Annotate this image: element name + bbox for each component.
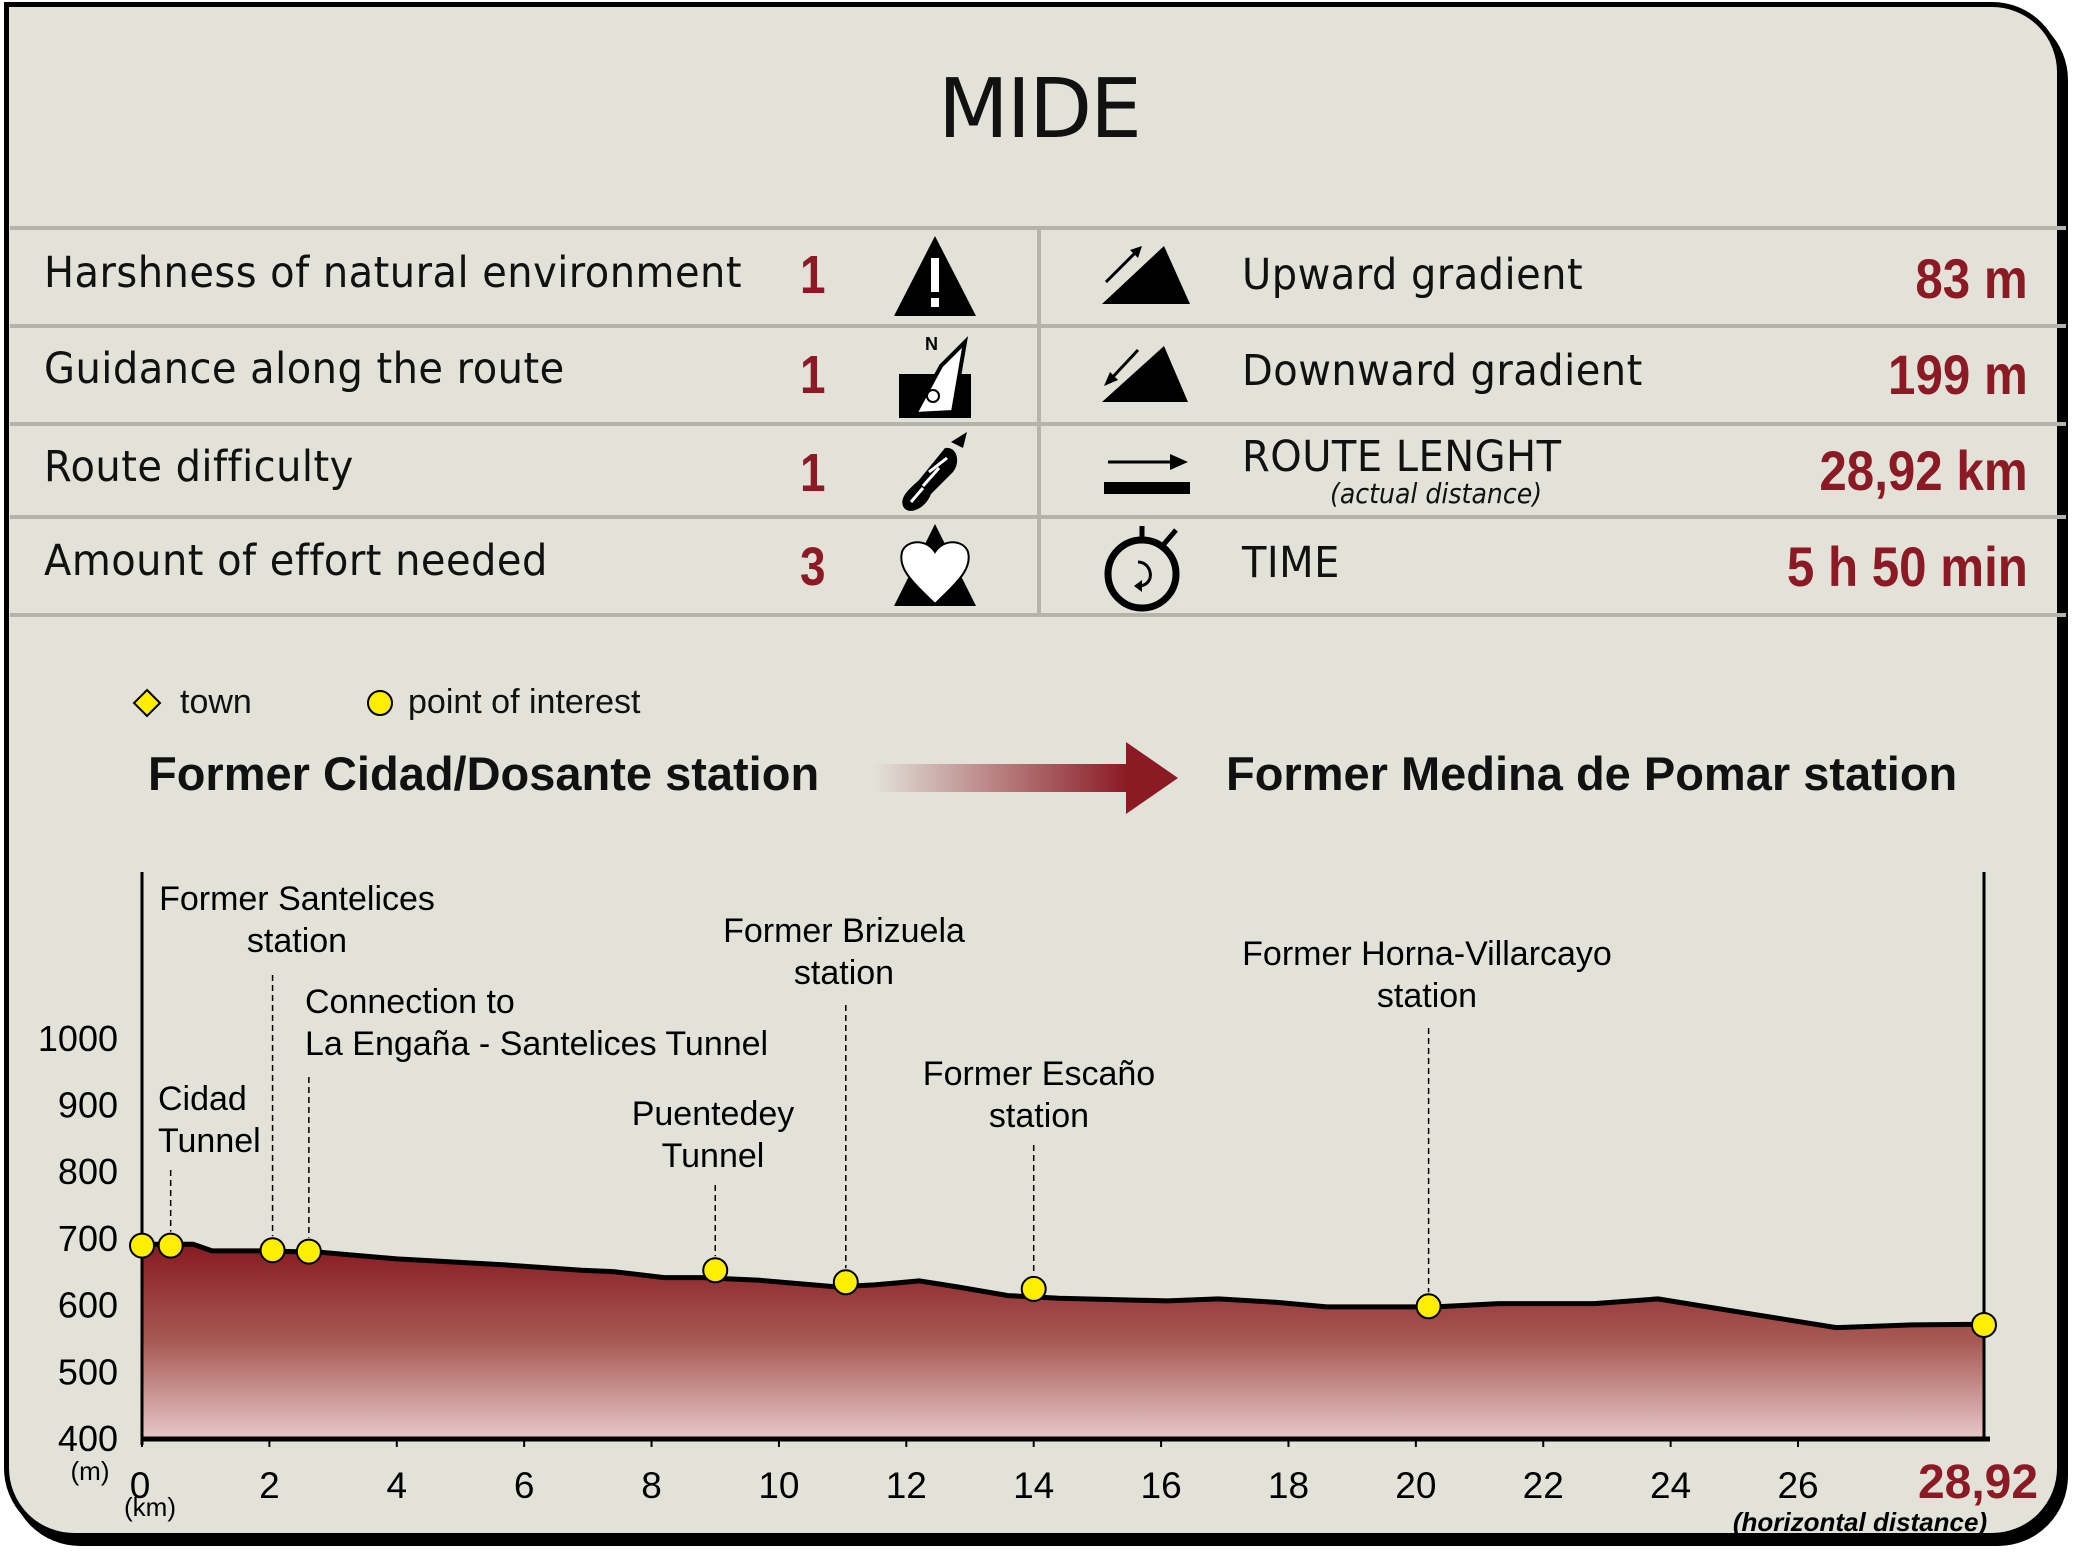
effort-value: 3 [800, 537, 826, 597]
elevation-line [142, 1241, 1985, 1331]
route-end: Former Medina de Pomar station [1226, 747, 1958, 800]
downward-gradient-icon [1102, 346, 1188, 402]
x-tick-label: 6 [514, 1465, 535, 1506]
downward-gradient-label: Downward gradient [1242, 346, 1643, 396]
x-tick-label: 14 [1013, 1465, 1054, 1506]
poi-marker [157, 1232, 184, 1259]
effort-label: Amount of effort needed [44, 536, 548, 586]
difficulty-label: Route difficulty [44, 442, 354, 492]
upward-gradient-label: Upward gradient [1242, 250, 1584, 300]
x-tick-label: 4 [386, 1465, 407, 1506]
y-tick-label: 800 [58, 1151, 118, 1192]
x-axis-unit: (km) [124, 1492, 176, 1522]
poi-label: Cidad Tunnel [158, 1080, 261, 1160]
y-tick-label: 600 [58, 1285, 118, 1326]
x-tick-label: 12 [886, 1465, 927, 1506]
mountain-warning-icon [894, 236, 976, 316]
y-tick-label: 400 [58, 1418, 118, 1459]
poi-label: Puentedey Tunnel [632, 1095, 795, 1175]
svg-text:N: N [925, 334, 938, 354]
x-tick-label: 16 [1141, 1465, 1182, 1506]
upward-gradient-value: 83 m [1915, 247, 2028, 310]
footprint-icon [902, 432, 967, 511]
x-end-label: 28,92 [1918, 1456, 2038, 1509]
route-length-value: 28,92 km [1819, 439, 2028, 502]
harshness-value: 1 [800, 245, 826, 305]
elevation-area [142, 1244, 1984, 1439]
difficulty-value: 1 [800, 443, 826, 503]
column-divider [1037, 228, 1041, 615]
poi-label: Former Horna-Villarcayo station [1242, 935, 1612, 1015]
y-tick-label: 700 [58, 1218, 118, 1259]
y-tick-label: 1000 [38, 1018, 118, 1059]
town-diamond-icon [132, 688, 162, 718]
poi-marker [1971, 1311, 1997, 1338]
poi-circle-icon [367, 690, 393, 716]
time-value: 5 h 50 min [1786, 535, 2028, 598]
y-tick-label: 900 [58, 1085, 118, 1126]
stopwatch-icon [1104, 526, 1180, 612]
poi-marker [702, 1257, 729, 1284]
poi-marker [832, 1269, 859, 1296]
route-start: Former Cidad/Dosante station [148, 747, 820, 800]
poi-label: Former Brizuela station [723, 912, 965, 992]
x-tick-label: 2 [259, 1465, 280, 1506]
x-tick-label: 10 [758, 1465, 799, 1506]
heart-mountain-icon [894, 524, 976, 606]
x-tick-label: 20 [1395, 1465, 1436, 1506]
poi-marker [1020, 1275, 1047, 1302]
harshness-label: Harshness of natural environment [44, 248, 742, 298]
direction-arrow-icon [874, 742, 1178, 814]
downward-gradient-value: 199 m [1888, 343, 2028, 406]
legend-poi: point of interest [408, 683, 641, 721]
poi-marker [295, 1238, 322, 1265]
route-length-label: ROUTE LENGHT [1242, 432, 1562, 482]
x-tick-label: 0 [130, 1465, 151, 1506]
y-axis-unit: (m) [71, 1456, 110, 1486]
x-tick-label: 26 [1777, 1465, 1818, 1506]
legend-town: town [180, 683, 252, 721]
guidance-value: 1 [800, 345, 826, 405]
guidance-label: Guidance along the route [44, 344, 565, 394]
route-length-sublabel: (actual distance) [1330, 477, 1543, 510]
poi-label: Former Escaño station [923, 1055, 1155, 1135]
page-title: MIDE [938, 62, 1142, 157]
poi-marker [129, 1232, 155, 1259]
poi-label: Former Santelices station [159, 880, 435, 960]
poi-marker [259, 1237, 286, 1264]
x-tick-label: 18 [1268, 1465, 1309, 1506]
y-tick-label: 500 [58, 1351, 118, 1392]
poi-label: Connection to La Engaña - Santelices Tunn… [305, 983, 768, 1063]
time-label: TIME [1242, 538, 1340, 588]
upward-gradient-icon [1102, 246, 1190, 304]
x-tick-label: 22 [1523, 1465, 1564, 1506]
poi-marker [1415, 1293, 1442, 1320]
x-tick-label: 8 [641, 1465, 662, 1506]
divider [10, 613, 2066, 617]
x-tick-label: 24 [1650, 1465, 1691, 1506]
route-length-icon [1104, 454, 1190, 494]
x-end-note: (horizontal distance) [1733, 1507, 1987, 1537]
compass-icon: N [899, 334, 971, 418]
